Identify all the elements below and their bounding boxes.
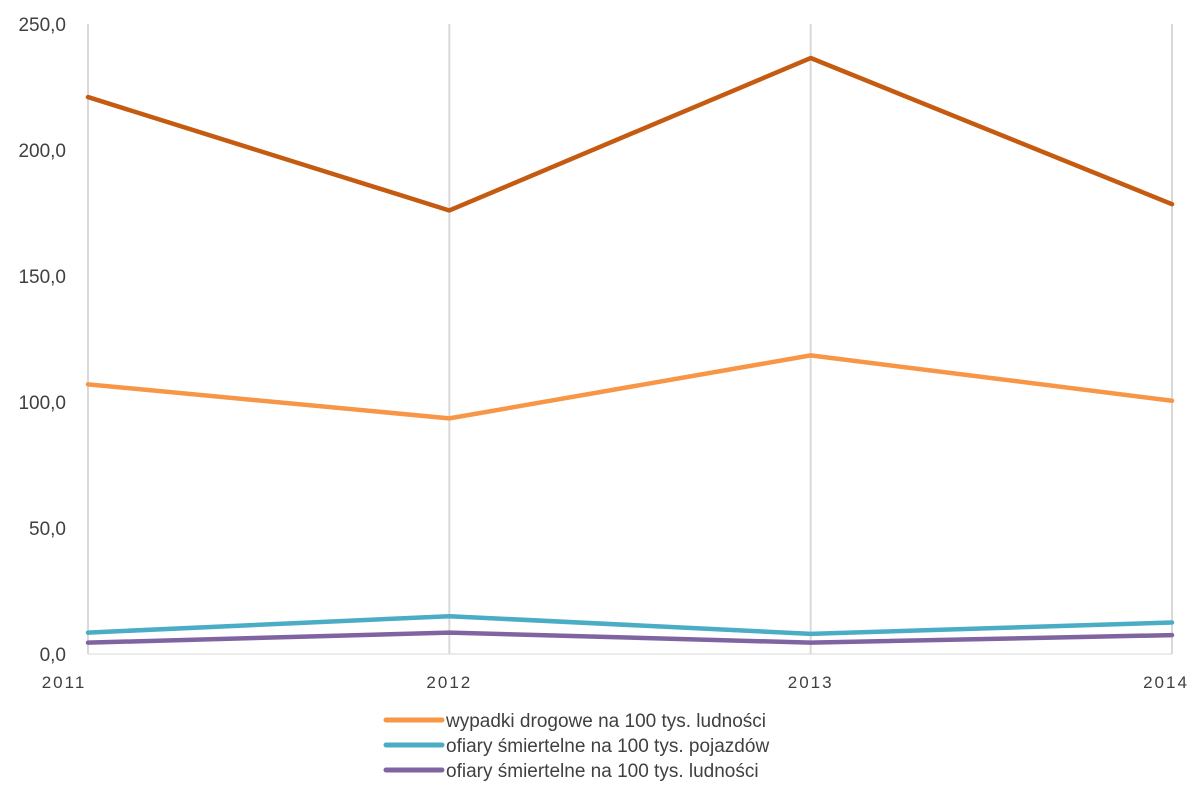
legend-label: ofiary śmiertelne na 100 tys. pojazdów — [446, 736, 769, 757]
y-tick-label: 200,0 — [18, 141, 66, 162]
series-line-3 — [85, 630, 1175, 645]
x-tick-label: 2013 — [788, 673, 834, 692]
x-tick-label: 2014 — [1143, 673, 1189, 692]
gridlines — [448, 24, 1173, 654]
x-tick-label: 2012 — [426, 673, 472, 692]
axes: 0,0 50,0 100,0 150,0 200,0 250,0 2011 2012 2013 2… — [18, 15, 1189, 692]
y-tick-label: 250,0 — [18, 15, 66, 36]
y-tick-label: 150,0 — [18, 267, 66, 288]
legend: wypadki drogowe na 100 tys. ludności ofia… — [383, 711, 769, 782]
y-tick-label: 100,0 — [18, 393, 66, 414]
y-tick-label: 50,0 — [29, 519, 66, 540]
x-tick-label: 2011 — [42, 673, 87, 692]
series-line-0 — [85, 55, 1175, 213]
y-tick-label: 0,0 — [40, 645, 66, 666]
legend-label: ofiary śmiertelne na 100 tys. ludności — [446, 761, 759, 782]
series-lines — [85, 55, 1175, 645]
series-line-1 — [85, 353, 1175, 421]
series-line-2 — [85, 613, 1175, 637]
legend-label: wypadki drogowe na 100 tys. ludności — [445, 711, 766, 732]
